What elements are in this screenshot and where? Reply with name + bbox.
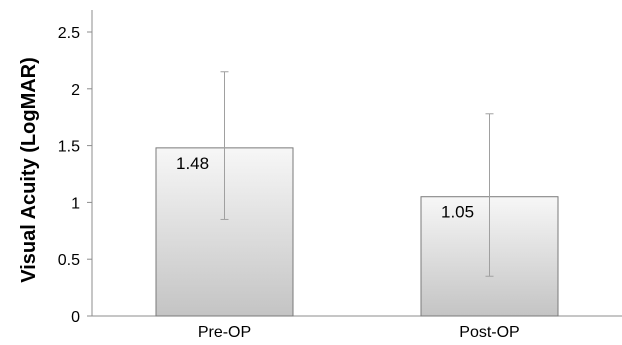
x-tick-label: Pre-OP [198, 324, 251, 341]
y-tick-label: 2 [71, 82, 80, 99]
y-tick-label: 1.5 [58, 139, 80, 156]
y-tick-label: 1 [71, 195, 80, 212]
y-tick-label: 0.5 [58, 252, 80, 269]
error-bar [220, 71, 229, 220]
data-label: 1.48 [176, 154, 209, 173]
y-axis-title: Visual Acuity (LogMAR) [18, 57, 40, 283]
y-axis-ticks: 0 0.5 1 1.5 2 2.5 [58, 25, 92, 326]
error-bar [485, 113, 494, 277]
x-tick-label: Post-OP [459, 324, 519, 341]
y-tick-label: 2.5 [58, 25, 80, 42]
data-label: 1.05 [441, 203, 474, 222]
y-tick-label: 0 [71, 309, 80, 326]
bars-group: 1.48 1.05 [155, 71, 559, 317]
x-axis-ticks: Pre-OP Post-OP [198, 324, 520, 341]
